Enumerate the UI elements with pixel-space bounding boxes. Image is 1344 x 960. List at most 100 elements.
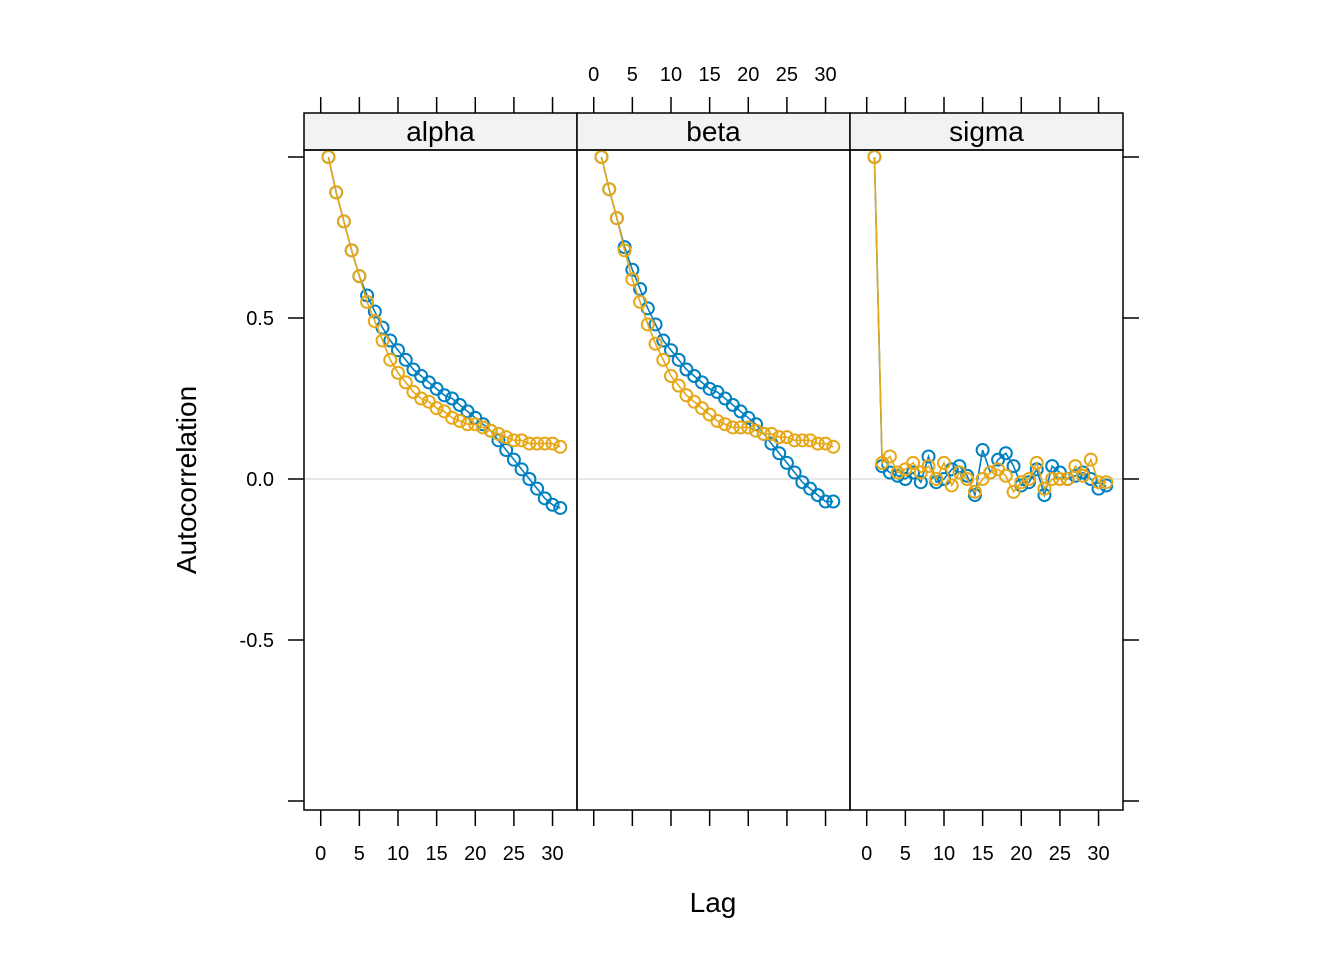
data-point bbox=[756, 426, 771, 441]
x-tick-label: 30 bbox=[541, 843, 563, 865]
x-tick-label: 20 bbox=[464, 843, 486, 865]
data-point bbox=[779, 430, 794, 445]
panel-alpha: alpha bbox=[303, 112, 578, 811]
data-point bbox=[329, 185, 344, 200]
x-tick-label: 15 bbox=[426, 843, 448, 865]
y-tick-label: 0.0 bbox=[246, 469, 274, 491]
x-tick-label: 20 bbox=[737, 64, 759, 86]
data-point bbox=[437, 388, 452, 403]
data-point bbox=[764, 426, 779, 441]
data-point bbox=[1068, 459, 1083, 474]
data-point bbox=[890, 465, 905, 480]
y-axis-title: Autocorrelation bbox=[171, 386, 202, 574]
x-tick-label: 0 bbox=[861, 843, 872, 865]
y-tick-label: 0.5 bbox=[246, 308, 274, 330]
data-point bbox=[398, 375, 413, 390]
data-point bbox=[514, 462, 529, 477]
data-point bbox=[772, 430, 787, 445]
data-point bbox=[906, 465, 921, 480]
data-point bbox=[553, 500, 568, 515]
data-point bbox=[594, 150, 609, 164]
data-point bbox=[367, 314, 382, 329]
data-point bbox=[1029, 455, 1044, 470]
data-point bbox=[906, 455, 921, 470]
data-point bbox=[998, 446, 1013, 461]
data-point bbox=[468, 417, 483, 432]
series-line-beta-chain-2 bbox=[600, 156, 834, 448]
data-point bbox=[367, 304, 382, 319]
data-point bbox=[514, 433, 529, 448]
x-tick-label: 25 bbox=[776, 64, 798, 86]
data-point bbox=[617, 243, 632, 258]
data-point bbox=[1037, 481, 1052, 496]
data-point bbox=[710, 414, 725, 429]
strip-sigma bbox=[849, 112, 1124, 151]
data-point bbox=[967, 484, 982, 499]
x-tick-label: 10 bbox=[660, 64, 682, 86]
data-point bbox=[1091, 475, 1106, 490]
data-point bbox=[483, 423, 498, 438]
data-point bbox=[522, 436, 537, 451]
data-point bbox=[1045, 472, 1060, 486]
data-point bbox=[1022, 472, 1036, 486]
x-tick-label: 30 bbox=[814, 64, 836, 86]
data-point bbox=[648, 317, 663, 332]
data-point bbox=[321, 150, 336, 164]
data-point bbox=[749, 423, 763, 438]
data-point bbox=[391, 365, 405, 380]
x-tick-label: 5 bbox=[627, 64, 638, 86]
x-tick-label: 25 bbox=[1049, 843, 1071, 865]
data-point bbox=[625, 262, 640, 277]
data-point bbox=[398, 352, 413, 367]
data-point bbox=[867, 150, 882, 164]
data-point bbox=[1006, 459, 1021, 474]
y-tick-label: -0.5 bbox=[240, 630, 274, 652]
data-point bbox=[671, 378, 686, 393]
data-point bbox=[609, 211, 624, 226]
x-tick-label: 0 bbox=[315, 843, 326, 865]
data-point bbox=[352, 269, 367, 284]
data-point bbox=[476, 420, 490, 435]
data-point bbox=[491, 426, 506, 441]
data-point bbox=[913, 475, 928, 490]
data-point bbox=[445, 410, 460, 425]
data-point bbox=[656, 352, 671, 367]
data-point bbox=[795, 433, 810, 448]
data-point bbox=[664, 368, 678, 383]
data-point bbox=[1060, 472, 1075, 486]
data-point bbox=[1006, 484, 1021, 499]
data-point bbox=[429, 401, 444, 416]
panel-beta: beta bbox=[576, 112, 851, 811]
panel-sigma: sigma bbox=[849, 112, 1124, 811]
data-point bbox=[640, 317, 655, 332]
data-point bbox=[826, 439, 841, 454]
data-point bbox=[1076, 468, 1091, 483]
x-tick-label: 0 bbox=[588, 64, 599, 86]
data-point bbox=[499, 430, 514, 445]
axes-layer: 0 5 10 15 20 25 30 0 5 10 15 20 25 30 0 5 10 15 20 25 30 0.5 0… bbox=[240, 64, 1139, 865]
x-tick-label: 20 bbox=[1010, 843, 1032, 865]
strip-alpha bbox=[303, 112, 578, 151]
data-point bbox=[741, 420, 756, 435]
strip-label-beta: beta bbox=[686, 116, 741, 147]
data-point bbox=[826, 494, 841, 509]
x-tick-label: 10 bbox=[933, 843, 955, 865]
data-point bbox=[975, 443, 990, 458]
data-point bbox=[702, 381, 717, 396]
data-point bbox=[803, 433, 818, 448]
series-line-beta-chain-1 bbox=[600, 156, 834, 503]
data-point bbox=[545, 497, 560, 512]
data-point bbox=[391, 343, 405, 358]
series-line-alpha-chain-1 bbox=[327, 156, 561, 509]
data-point bbox=[1099, 475, 1114, 490]
data-point bbox=[383, 352, 398, 367]
strip-label-sigma: sigma bbox=[949, 116, 1024, 147]
panel-border-sigma bbox=[849, 149, 1124, 811]
data-point bbox=[787, 433, 802, 448]
x-tick-label: 10 bbox=[387, 843, 409, 865]
data-point bbox=[921, 459, 936, 474]
x-tick-label: 25 bbox=[503, 843, 525, 865]
data-point bbox=[633, 294, 648, 309]
data-point bbox=[882, 449, 897, 464]
